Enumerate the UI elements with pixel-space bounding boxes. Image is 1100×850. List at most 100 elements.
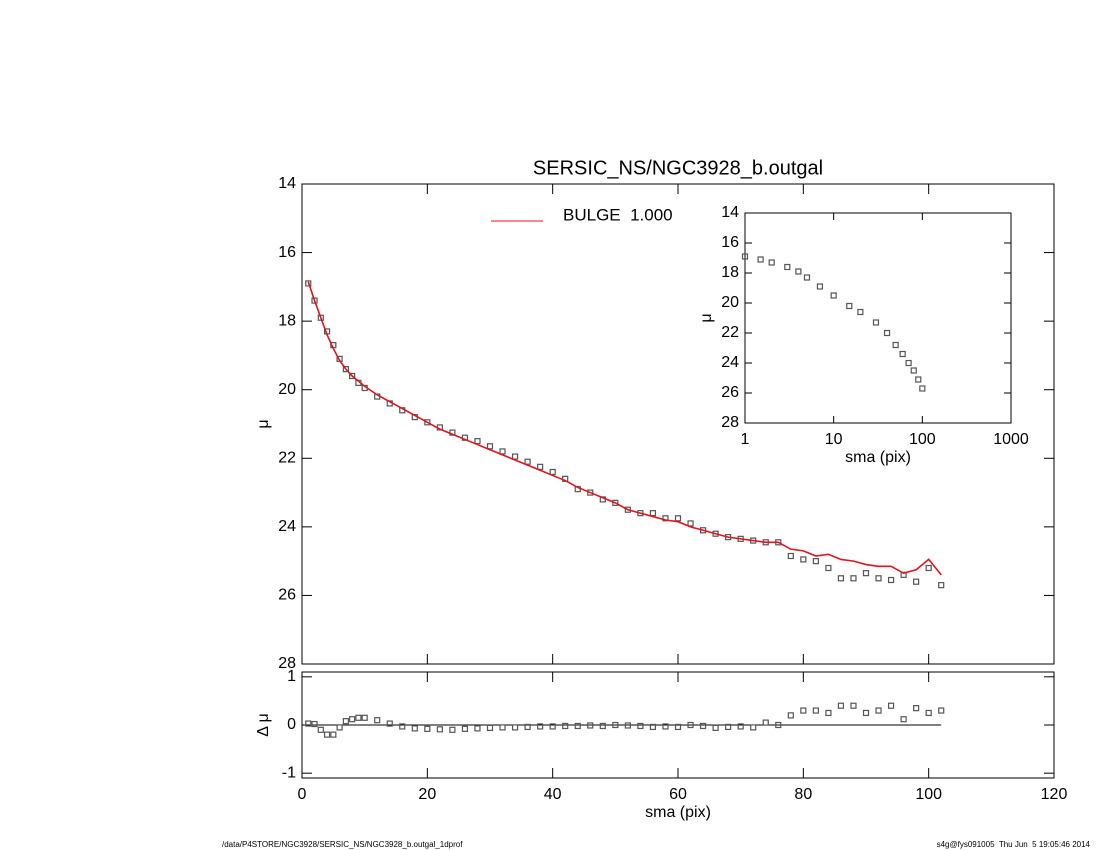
data-point	[899, 350, 906, 358]
data-point	[305, 280, 312, 287]
data-point	[812, 707, 819, 714]
data-point	[562, 722, 569, 730]
y-axis-label: Δ μ	[255, 713, 272, 736]
data-point	[883, 329, 891, 337]
data-point	[674, 515, 682, 522]
data-point	[336, 724, 343, 731]
data-point	[386, 720, 393, 727]
data-point	[800, 556, 807, 563]
data-point	[511, 453, 519, 460]
data-point	[486, 443, 494, 450]
y-tick-label: 0	[287, 716, 296, 733]
data-point	[342, 718, 349, 725]
plot-frame	[301, 183, 1055, 665]
y-tick-label: 24	[721, 354, 739, 371]
data-point	[741, 253, 749, 260]
y-tick-label: 22	[721, 324, 739, 341]
data-point	[612, 499, 619, 506]
y-tick-label: 20	[278, 381, 296, 398]
data-point	[913, 578, 920, 585]
data-point	[925, 709, 932, 717]
data-point	[887, 702, 895, 709]
data-point	[349, 716, 356, 723]
data-point	[349, 372, 356, 380]
data-point	[474, 725, 481, 732]
y-tick-label: 18	[278, 312, 296, 329]
data-point	[938, 582, 945, 589]
x-tick-label: 120	[1041, 786, 1068, 803]
data-point	[825, 564, 832, 572]
data-point	[662, 723, 669, 730]
x-tick-label: 1	[741, 431, 750, 448]
data-point	[737, 723, 744, 730]
data-point	[399, 723, 406, 730]
y-tick-label: 24	[278, 518, 296, 535]
data-point	[649, 510, 657, 517]
data-point	[699, 722, 707, 730]
y-tick-label: 16	[721, 234, 739, 251]
data-point	[486, 724, 494, 731]
data-point	[317, 726, 324, 733]
data-point	[499, 724, 506, 731]
data-point	[649, 723, 657, 731]
data-point	[511, 724, 519, 731]
data-point	[905, 359, 912, 367]
y-tick-label: 16	[278, 244, 296, 261]
x-tick-label: 40	[544, 786, 562, 803]
data-point	[499, 448, 506, 455]
data-point	[938, 707, 945, 714]
data-point	[725, 723, 732, 731]
x-axis-label: sma (pix)	[845, 449, 911, 466]
data-point	[411, 725, 418, 732]
data-point	[687, 721, 694, 729]
data-point	[637, 722, 644, 730]
data-point	[524, 723, 531, 731]
data-point	[750, 724, 757, 731]
data-point	[812, 558, 819, 565]
data-point	[803, 274, 811, 281]
data-point	[913, 705, 920, 712]
data-point	[850, 575, 857, 582]
legend-label: BULGE 1.000	[563, 205, 673, 224]
data-point	[474, 438, 481, 445]
data-point	[311, 720, 318, 728]
y-tick-label: 26	[721, 384, 739, 401]
data-point	[712, 724, 719, 731]
plot-frame	[744, 212, 1012, 424]
x-tick-label: 60	[669, 786, 687, 803]
data-point	[825, 709, 832, 717]
y-tick-label: 28	[721, 414, 739, 431]
y-tick-label: 22	[278, 450, 296, 467]
y-tick-label: 26	[278, 587, 296, 604]
data-point	[374, 717, 381, 724]
data-point	[305, 720, 312, 727]
x-tick-label: 20	[418, 786, 436, 803]
data-point	[925, 564, 932, 572]
y-axis-label: μ	[698, 313, 715, 322]
data-point	[317, 314, 324, 321]
data-point	[674, 723, 682, 731]
data-point	[587, 489, 594, 496]
data-point	[549, 723, 556, 730]
data-point	[850, 702, 857, 709]
data-point	[875, 707, 882, 714]
data-point	[768, 259, 775, 266]
y-tick-label: 1	[287, 668, 296, 685]
data-point	[915, 376, 922, 383]
x-tick-label: 1000	[993, 431, 1029, 448]
data-point	[800, 707, 807, 714]
data-point	[910, 367, 917, 374]
model-line	[307, 281, 942, 576]
y-axis-label: μ	[255, 419, 272, 428]
data-point	[537, 463, 544, 470]
data-point	[862, 709, 870, 717]
data-point	[612, 721, 619, 729]
data-point	[449, 726, 456, 733]
data-point	[461, 725, 469, 732]
data-point	[900, 716, 907, 723]
data-point	[830, 292, 837, 299]
x-tick-label: 100	[915, 786, 942, 803]
data-point	[762, 719, 769, 726]
y-tick-label: 14	[721, 204, 739, 221]
